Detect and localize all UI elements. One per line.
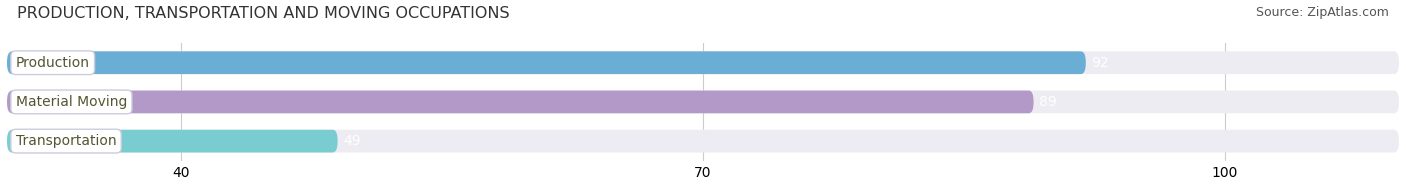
Text: Transportation: Transportation [15,134,117,148]
FancyBboxPatch shape [7,91,1033,113]
Text: Source: ZipAtlas.com: Source: ZipAtlas.com [1256,6,1389,19]
FancyBboxPatch shape [7,91,1399,113]
Text: Production: Production [15,56,90,70]
FancyBboxPatch shape [7,51,1085,74]
FancyBboxPatch shape [7,51,1399,74]
Text: PRODUCTION, TRANSPORTATION AND MOVING OCCUPATIONS: PRODUCTION, TRANSPORTATION AND MOVING OC… [17,6,509,21]
FancyBboxPatch shape [7,130,1399,152]
Text: 49: 49 [343,134,360,148]
Text: 92: 92 [1091,56,1108,70]
Text: 89: 89 [1039,95,1056,109]
FancyBboxPatch shape [7,130,337,152]
Text: Material Moving: Material Moving [15,95,127,109]
